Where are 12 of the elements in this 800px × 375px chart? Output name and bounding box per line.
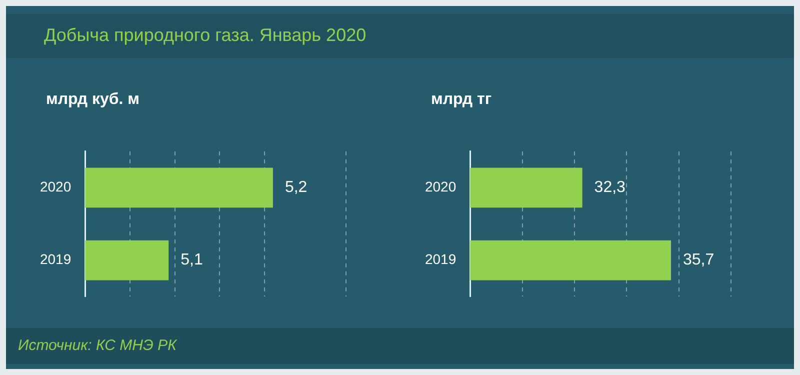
data-label: 32,3 bbox=[594, 179, 626, 196]
chart-subtitle: млрд тг bbox=[431, 91, 492, 109]
data-label: 35,7 bbox=[683, 252, 714, 269]
chart-subtitle: млрд куб. м bbox=[46, 91, 140, 109]
y-tick-label: 2019 bbox=[40, 251, 72, 268]
text: Источник: КС МНЭ РК bbox=[18, 337, 176, 354]
chart-title: Добыча природного газа. Январь 2020 bbox=[44, 25, 366, 46]
y-tick-label: 2020 bbox=[40, 178, 72, 195]
data-label: 5,2 bbox=[284, 179, 308, 196]
y-tick-label: 2019 bbox=[424, 251, 456, 268]
y-tick-label: 2020 bbox=[424, 178, 456, 195]
data-label: 5,1 bbox=[180, 252, 203, 269]
